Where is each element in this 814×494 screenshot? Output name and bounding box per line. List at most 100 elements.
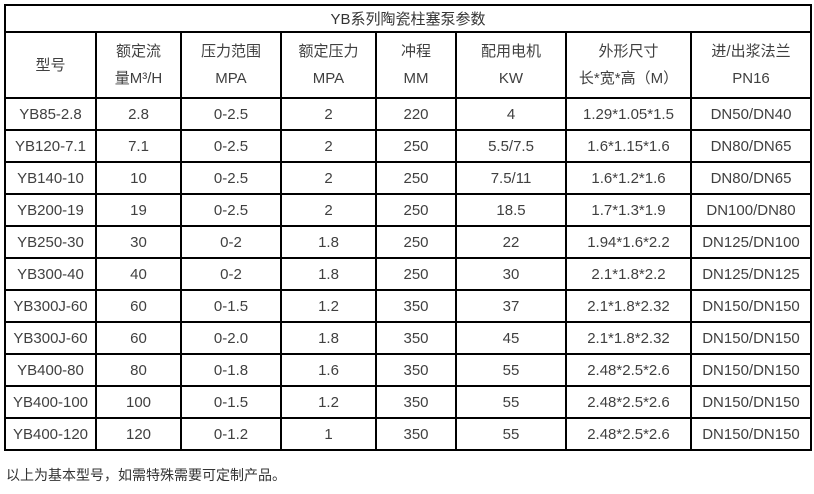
table-row: YB400-120 120 0-1.2 1 350 55 2.48*2.5*2.6 DN150… <box>4 417 813 451</box>
table-cell: 350 <box>375 353 457 387</box>
table-row: YB85-2.8 2.8 0-2.5 2 220 4 1.29*1.05*1.5 DN50/D… <box>4 97 813 131</box>
table-cell: YB300-40 <box>4 257 97 291</box>
table-row: YB140-10 10 0-2.5 2 250 7.5/11 1.6*1.2*1.6 DN80… <box>4 161 813 195</box>
col-header-dimensions: 外形尺寸 长*宽*高（M） <box>565 31 692 99</box>
table-row: YB300J-60 60 0-1.5 1.2 350 37 2.1*1.8*2.32 DN15… <box>4 289 813 323</box>
table-cell: 2 <box>280 161 377 195</box>
table-cell: 0-1.5 <box>180 385 282 419</box>
table-cell: DN100/DN80 <box>689 193 813 227</box>
table-cell: 60 <box>95 321 182 355</box>
table-cell: 1.7*1.3*1.9 <box>565 193 692 227</box>
col-header-flange-line1: 进/出浆法兰 <box>711 43 791 60</box>
table-cell: YB140-10 <box>4 161 97 195</box>
table-cell: 0-2.5 <box>180 193 282 227</box>
table-cell: 2.1*1.8*2.2 <box>565 257 692 291</box>
table-cell: 0-2 <box>180 257 282 291</box>
table-cell: 0-1.8 <box>180 353 282 387</box>
footnote: 以上为基本型号，如需特殊需要可定制产品。 <box>6 467 286 483</box>
table-cell: 1.2 <box>280 385 377 419</box>
col-header-flange: 进/出浆法兰 PN16 <box>689 31 813 99</box>
table-cell: 30 <box>95 225 182 259</box>
col-header-rated-pressure-line2: MPA <box>312 70 345 87</box>
table-cell: 2.48*2.5*2.6 <box>565 353 692 387</box>
table-cell: 0-1.5 <box>180 289 282 323</box>
col-header-stroke-line1: 冲程 <box>400 43 431 60</box>
table-cell: DN150/DN150 <box>689 385 813 419</box>
table-row: YB300-40 40 0-2 1.8 250 30 2.1*1.8*2.2 DN125/DN… <box>4 257 813 291</box>
table-cell: YB85-2.8 <box>4 97 97 131</box>
table-cell: 60 <box>95 289 182 323</box>
table-row: YB400-100 100 0-1.5 1.2 350 55 2.48*2.5*2.6 DN1… <box>4 385 813 419</box>
table-cell: 7.5/11 <box>455 161 567 195</box>
table-cell: YB400-120 <box>4 417 97 451</box>
table-cell: YB400-100 <box>4 385 97 419</box>
table-row: YB300J-60 60 0-2.0 1.8 350 45 2.1*1.8*2.32 DN15… <box>4 321 813 355</box>
table-cell: 55 <box>455 417 567 451</box>
table-cell: 2.48*2.5*2.6 <box>565 417 692 451</box>
table-cell: 2 <box>280 129 377 163</box>
col-header-flange-line2: PN16 <box>732 70 770 87</box>
table-cell: 2.1*1.8*2.32 <box>565 321 692 355</box>
col-header-rated-flow-line1: 额定流 <box>115 43 161 60</box>
table-cell: YB400-80 <box>4 353 97 387</box>
table-cell: 45 <box>455 321 567 355</box>
col-header-motor-line1: 配用电机 <box>480 43 541 60</box>
table-cell: YB120-7.1 <box>4 129 97 163</box>
table-row: YB200-19 19 0-2.5 2 250 18.5 1.7*1.3*1.9 DN100/… <box>4 193 813 227</box>
table-cell: 1 <box>280 417 377 451</box>
table-cell: 0-2 <box>180 225 282 259</box>
table-cell: 18.5 <box>455 193 567 227</box>
table-cell: 2.48*2.5*2.6 <box>565 385 692 419</box>
table-cell: DN50/DN40 <box>689 97 813 131</box>
col-header-dimensions-line1: 外形尺寸 <box>598 43 659 60</box>
table-cell: 2 <box>280 97 377 131</box>
col-header-rated-flow-line2: 量M³/H <box>114 70 163 87</box>
table-cell: DN150/DN150 <box>689 417 813 451</box>
table-cell: 2.1*1.8*2.32 <box>565 289 692 323</box>
col-header-rated-pressure: 额定压力 MPA <box>280 31 377 99</box>
table-cell: DN150/DN150 <box>689 289 813 323</box>
table-cell: 250 <box>375 129 457 163</box>
table-row: YB400-80 80 0-1.8 1.6 350 55 2.48*2.5*2.6 DN150… <box>4 353 813 387</box>
table-cell: 0-2.5 <box>180 161 282 195</box>
table-cell: 1.6*1.2*1.6 <box>565 161 692 195</box>
table-cell: 1.8 <box>280 321 377 355</box>
col-header-dimensions-line2: 长*宽*高（M） <box>578 70 679 87</box>
table-cell: YB200-19 <box>4 193 97 227</box>
table-cell: 2.8 <box>95 97 182 131</box>
col-header-model-line1: 型号 <box>35 56 66 74</box>
table-cell: 1.29*1.05*1.5 <box>565 97 692 131</box>
table-cell: YB250-30 <box>4 225 97 259</box>
table-cell: 1.2 <box>280 289 377 323</box>
table-row: YB120-7.1 7.1 0-2.5 2 250 5.5/7.5 1.6*1.15*1.6… <box>4 129 813 163</box>
table-cell: DN80/DN65 <box>689 129 813 163</box>
table-cell: 1.8 <box>280 257 377 291</box>
table-cell: 350 <box>375 417 457 451</box>
col-header-stroke-line2: MM <box>403 70 429 87</box>
table-cell: 1.8 <box>280 225 377 259</box>
table-cell: 5.5/7.5 <box>455 129 567 163</box>
table-cell: 1.6 <box>280 353 377 387</box>
table-cell: 250 <box>375 161 457 195</box>
table-row: YB250-30 30 0-2 1.8 250 22 1.94*1.6*2.2 DN125/D… <box>4 225 813 259</box>
table-cell: DN125/DN100 <box>689 225 813 259</box>
table-cell: YB300J-60 <box>4 289 97 323</box>
table-cell: 120 <box>95 417 182 451</box>
table-cell: 55 <box>455 353 567 387</box>
spec-table: YB系列陶瓷柱塞泵参数 型号 额定流 量M³/H 压力范围 MPA 额定压力 M… <box>3 4 813 451</box>
table-cell: 350 <box>375 321 457 355</box>
table-cell: 0-2.5 <box>180 129 282 163</box>
table-cell: 250 <box>375 193 457 227</box>
table-cell: DN125/DN125 <box>689 257 813 291</box>
table-cell: 350 <box>375 385 457 419</box>
col-header-pressure-range-line1: 压力范围 <box>200 43 261 60</box>
table-body: YB85-2.8 2.8 0-2.5 2 220 4 1.29*1.05*1.5 DN50/D… <box>4 97 813 451</box>
table-cell: 350 <box>375 289 457 323</box>
table-cell: 55 <box>455 385 567 419</box>
table-cell: 100 <box>95 385 182 419</box>
col-header-rated-pressure-line1: 额定压力 <box>298 43 359 60</box>
table-cell: 10 <box>95 161 182 195</box>
col-header-stroke: 冲程 MM <box>375 31 457 99</box>
table-header-row: 型号 额定流 量M³/H 压力范围 MPA 额定压力 MPA 冲程 MM <box>4 31 813 99</box>
col-header-rated-flow: 额定流 量M³/H <box>95 31 182 99</box>
